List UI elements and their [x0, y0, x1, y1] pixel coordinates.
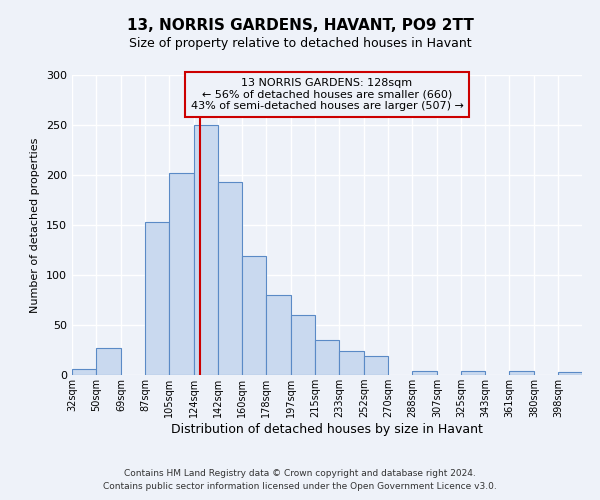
Text: Contains HM Land Registry data © Crown copyright and database right 2024.: Contains HM Land Registry data © Crown c…	[124, 468, 476, 477]
Text: 13 NORRIS GARDENS: 128sqm
← 56% of detached houses are smaller (660)
43% of semi: 13 NORRIS GARDENS: 128sqm ← 56% of detac…	[191, 78, 463, 111]
Text: Contains public sector information licensed under the Open Government Licence v3: Contains public sector information licen…	[103, 482, 497, 491]
Bar	[194, 125, 218, 375]
Bar	[266, 295, 291, 375]
Bar	[509, 371, 534, 375]
Bar	[169, 173, 194, 375]
Bar	[364, 356, 388, 375]
Bar	[315, 340, 339, 375]
Text: Size of property relative to detached houses in Havant: Size of property relative to detached ho…	[128, 38, 472, 51]
Bar	[72, 369, 96, 375]
Bar	[242, 256, 266, 375]
Y-axis label: Number of detached properties: Number of detached properties	[31, 138, 40, 312]
Bar	[412, 371, 437, 375]
X-axis label: Distribution of detached houses by size in Havant: Distribution of detached houses by size …	[171, 423, 483, 436]
Bar	[339, 351, 364, 375]
Bar	[461, 371, 485, 375]
Bar	[558, 372, 582, 375]
Bar	[218, 182, 242, 375]
Bar	[96, 348, 121, 375]
Bar	[145, 222, 169, 375]
Text: 13, NORRIS GARDENS, HAVANT, PO9 2TT: 13, NORRIS GARDENS, HAVANT, PO9 2TT	[127, 18, 473, 32]
Bar	[291, 315, 315, 375]
